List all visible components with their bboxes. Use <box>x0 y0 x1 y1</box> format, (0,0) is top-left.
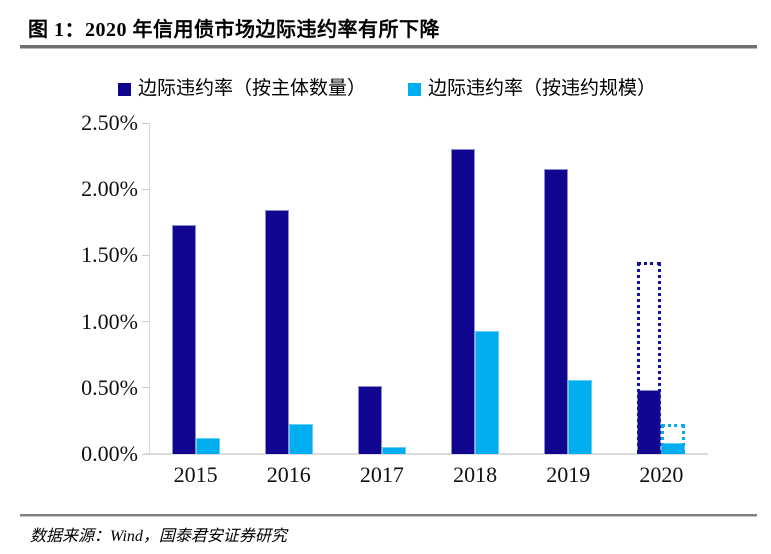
x-axis-label-2018: 2018 <box>453 462 498 487</box>
y-axis-label: 1.00% <box>81 308 138 334</box>
plot-area: 2015 2016 2017 2018 2019 2020 <box>142 122 708 487</box>
title-divider <box>20 45 757 49</box>
x-axis-label-2017: 2017 <box>359 462 404 487</box>
footer-divider <box>20 514 757 517</box>
x-axis-label-2015: 2015 <box>173 462 218 487</box>
y-axis-tick <box>142 321 149 323</box>
data-source: 数据来源：Wind，国泰君安证券研究 <box>30 528 287 545</box>
y-axis-tick <box>142 387 149 389</box>
bar-2016-series-0 <box>264 210 289 454</box>
dotted-projection-bar-2020-series-1 <box>661 423 686 454</box>
y-axis-tick <box>142 122 149 124</box>
chart-legend: 边际违约率（按主体数量） 边际违约率（按违约规模） <box>118 76 656 102</box>
x-axis-label-2016: 2016 <box>266 462 311 487</box>
y-axis-label: 2.00% <box>81 176 138 202</box>
y-axis-label: 0.50% <box>81 374 138 400</box>
bar-2018-series-0 <box>451 149 476 454</box>
bar-2017-series-1 <box>381 447 406 454</box>
legend-label: 边际违约率（按主体数量） <box>138 78 367 99</box>
y-axis-label: 1.50% <box>81 242 138 268</box>
x-axis-label-2020: 2020 <box>639 462 684 487</box>
legend-swatch-cyan-icon <box>408 82 422 96</box>
bar-2015-series-1 <box>195 438 220 454</box>
figure-title: 图 1：2020 年信用债市场边际违约率有所下降 <box>28 19 440 41</box>
y-axis-label: 0.00% <box>81 441 138 466</box>
y-axis-line <box>149 123 150 454</box>
dotted-projection-bar-2020-series-0 <box>637 262 662 454</box>
bar-2019-series-1 <box>568 379 593 454</box>
legend-label: 边际违约率（按违约规模） <box>428 78 657 99</box>
legend-item-by-scale: 边际违约率（按违约规模） <box>408 76 656 102</box>
bar-2019-series-0 <box>544 169 569 454</box>
bar-2018-series-1 <box>475 330 500 454</box>
legend-item-by-issuer: 边际违约率（按主体数量） <box>118 76 366 102</box>
x-axis-line <box>145 453 708 455</box>
bar-2017-series-0 <box>357 386 382 454</box>
y-axis-tick <box>142 453 149 455</box>
y-axis-tick <box>142 188 149 190</box>
bar-2016-series-1 <box>288 423 313 454</box>
y-axis-label: 2.50% <box>81 110 138 135</box>
x-axis-label-2019: 2019 <box>546 462 591 487</box>
y-axis-tick <box>142 254 149 256</box>
legend-swatch-navy-icon <box>118 82 131 96</box>
bar-2015-series-0 <box>171 224 196 454</box>
